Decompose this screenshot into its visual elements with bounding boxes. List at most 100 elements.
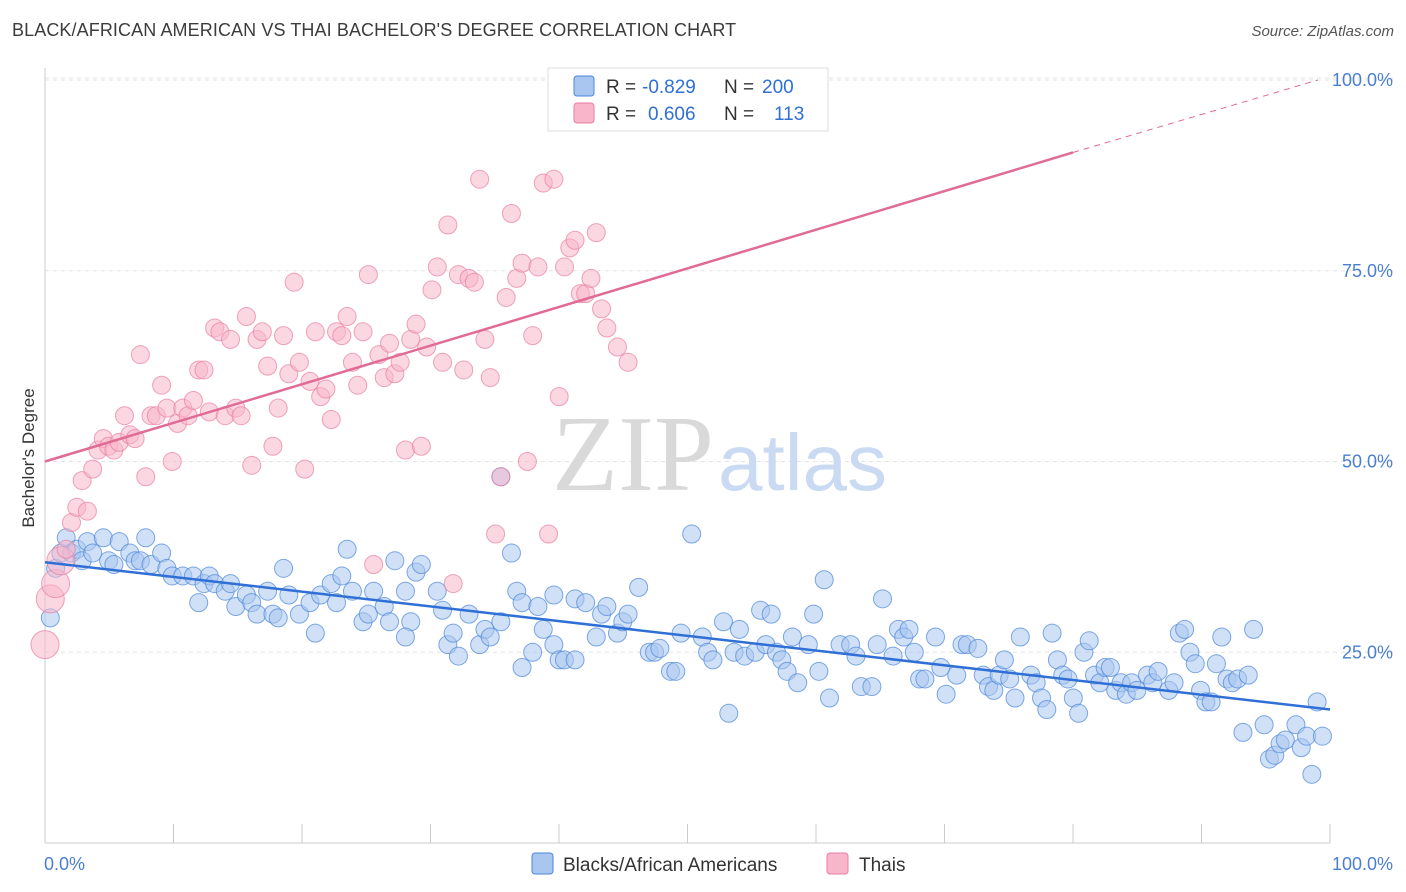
blacks-point (703, 650, 723, 670)
blacks-point (1254, 715, 1274, 735)
legend: R = -0.829 N = 200 R = 0.606 N = 113 (547, 67, 829, 132)
legend-swatch-pink (573, 102, 595, 124)
thais-point (443, 574, 463, 594)
bottom-legend-label-pink: Thais (859, 855, 905, 876)
y-tick-labels: 25.0% 50.0% 75.0% 100.0% (1332, 70, 1393, 662)
thais-point (348, 375, 368, 395)
blacks-point (782, 627, 802, 647)
thais-point (157, 398, 177, 418)
thais-point (454, 360, 474, 380)
blacks-point (459, 604, 479, 624)
blacks-point (427, 581, 447, 601)
blacks-point (337, 539, 357, 559)
blacks-point (268, 608, 288, 628)
blacks-point (512, 593, 532, 613)
blacks-point (305, 623, 325, 643)
thais-point (597, 318, 617, 338)
blacks-point (719, 703, 739, 723)
chart-title: BLACK/AFRICAN AMERICAN VS THAI BACHELOR'… (12, 20, 737, 40)
blacks-point (1275, 730, 1295, 750)
thais-point (464, 272, 484, 292)
blacks-point (364, 581, 384, 601)
blacks-point (867, 635, 887, 655)
blacks-point (385, 551, 405, 571)
legend-n-label-1: N = (724, 77, 754, 98)
thais-point (130, 345, 150, 365)
blacks-point (809, 661, 829, 681)
x-tick-marks (44, 824, 1331, 843)
blacks-point (395, 581, 415, 601)
legend-n-label-2: N = (724, 104, 754, 125)
thais-point (517, 452, 537, 471)
thais-point (395, 440, 415, 460)
thais-point (433, 352, 453, 372)
blacks-point (443, 623, 463, 643)
thais-point (586, 223, 606, 243)
thais-point (554, 257, 574, 277)
blacks-point (258, 581, 278, 601)
x-tick-label-max: 100.0% (1332, 854, 1393, 874)
blacks-point (804, 604, 824, 624)
legend-r-label-2: R = (606, 104, 636, 125)
blacks-point (1233, 722, 1253, 742)
blacks-point (1297, 726, 1317, 746)
blacks-point (761, 604, 781, 624)
blacks-point (666, 661, 686, 681)
thais-point (231, 406, 251, 426)
blacks-point (327, 593, 347, 613)
thais-point (565, 230, 585, 250)
blacks-point (968, 638, 988, 658)
blacks-point (597, 596, 617, 616)
thais-point (475, 329, 495, 349)
blacks-point (491, 612, 511, 632)
blacks-point (729, 619, 749, 639)
legend-r-value-1: -0.829 (642, 77, 696, 98)
blacks-point (1005, 688, 1025, 708)
thais-point (295, 459, 315, 479)
blacks-point (189, 593, 209, 613)
thais-point (305, 322, 325, 342)
thais-point (316, 379, 336, 399)
blacks-point (1100, 658, 1120, 678)
legend-swatch-blue (573, 75, 595, 97)
legend-r-value-2: 0.606 (648, 104, 696, 125)
blacks-point (931, 658, 951, 678)
blacks-point (395, 627, 415, 647)
thais-point (491, 467, 511, 487)
thais-point (422, 280, 442, 300)
blacks-point (915, 669, 935, 689)
thais-point (528, 257, 548, 277)
blacks-point (1079, 631, 1099, 651)
source-label: Source: ZipAtlas.com (1251, 23, 1394, 40)
blacks-point (872, 589, 892, 609)
thais-point (544, 169, 564, 189)
gridlines (45, 77, 1393, 653)
y-tick-label-75: 75.0% (1342, 261, 1393, 281)
y-tick-label-25: 25.0% (1342, 642, 1393, 662)
thais-point (152, 375, 172, 395)
thais-point (56, 539, 76, 559)
blacks-point (819, 688, 839, 708)
thais-point (162, 452, 182, 471)
thais-point (252, 322, 272, 342)
watermark-zip: ZIP (552, 395, 714, 514)
thais-point (221, 329, 241, 349)
blacks-point (904, 642, 924, 662)
thais-point (438, 215, 458, 235)
blacks-point (136, 528, 156, 548)
thais-point (236, 307, 256, 327)
blacks-point (332, 566, 352, 586)
trend-lines (44, 79, 1331, 711)
bottom-legend: Blacks/African Americans Thais (531, 852, 905, 876)
thais-point (364, 555, 384, 575)
thais-point (480, 368, 500, 388)
thais-point (242, 455, 262, 475)
blacks-point (274, 558, 294, 578)
blacks-point (433, 600, 453, 620)
trend-line-thais-extension (1072, 79, 1319, 153)
blacks-point (533, 619, 553, 639)
blacks-point (1212, 627, 1232, 647)
blacks-point (512, 658, 532, 678)
thais-point (470, 169, 490, 189)
bottom-legend-label-blue: Blacks/African Americans (563, 855, 777, 876)
